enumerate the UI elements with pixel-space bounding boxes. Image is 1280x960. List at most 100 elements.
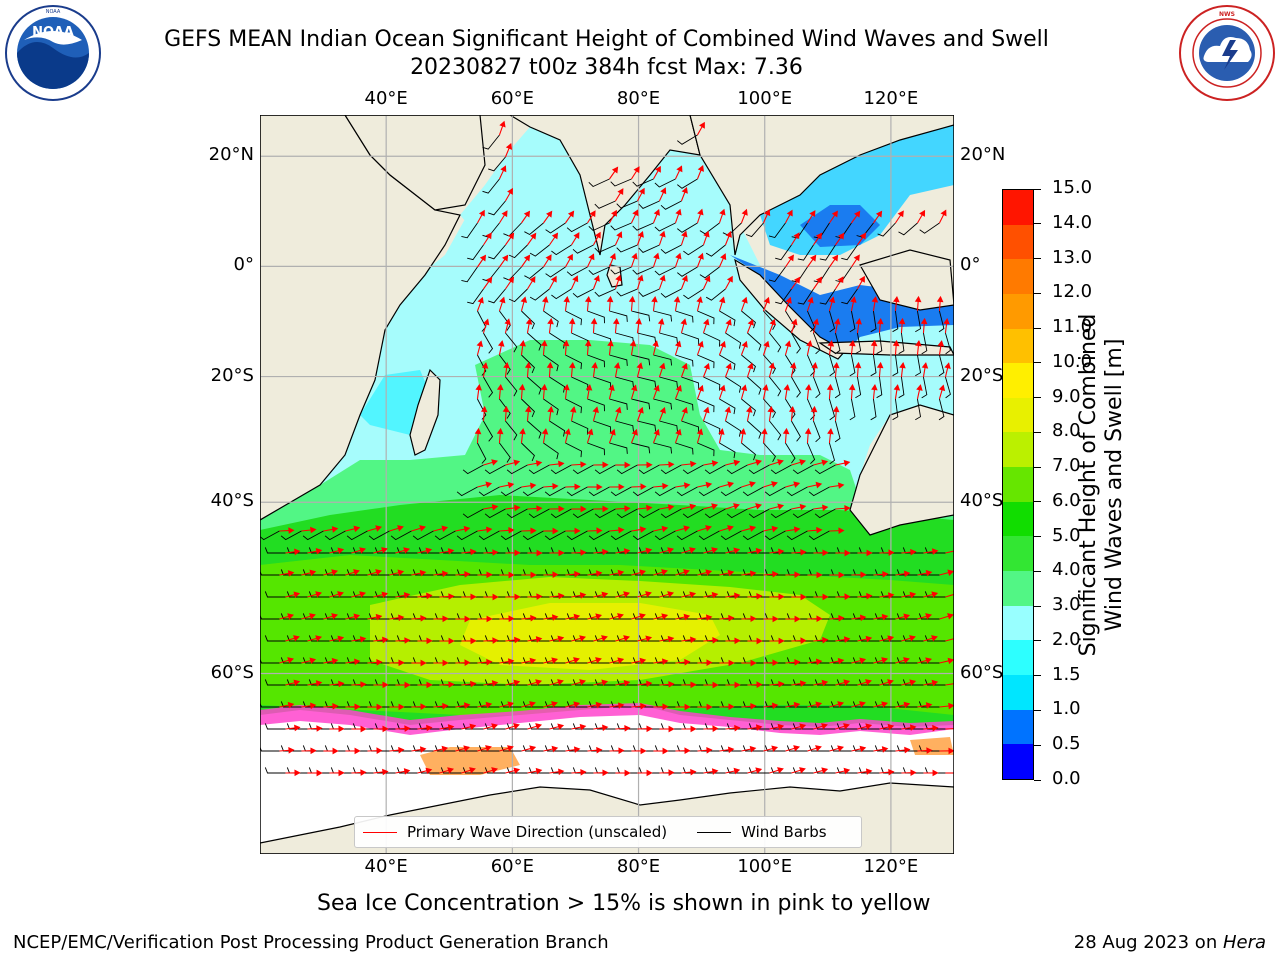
legend-wave-label: Primary Wave Direction (unscaled) bbox=[407, 823, 668, 841]
wind-barb bbox=[566, 266, 588, 277]
wave-arrow-head bbox=[832, 361, 840, 369]
wave-arrow-head bbox=[778, 548, 785, 556]
wind-barb bbox=[720, 569, 742, 576]
wave-arrow-head bbox=[573, 701, 581, 708]
wave-arrow-head bbox=[653, 428, 660, 436]
wind-barb bbox=[588, 530, 610, 541]
wave-arrow-head bbox=[629, 340, 637, 347]
wave-arrow-head bbox=[529, 745, 537, 752]
wave-arrow-head bbox=[637, 274, 644, 282]
wave-arrow-head bbox=[376, 747, 383, 754]
wind-barb bbox=[330, 635, 352, 642]
wave-arrow-head bbox=[398, 746, 405, 754]
wave-arrow-head bbox=[683, 569, 690, 576]
wind-barb bbox=[747, 332, 762, 351]
lon-tick-bottom: 60°E bbox=[490, 856, 534, 877]
wave-arrow-head bbox=[552, 527, 559, 535]
wave-arrow-head bbox=[734, 592, 741, 600]
wave-arrow-head bbox=[733, 767, 741, 775]
wave-arrow-head bbox=[838, 615, 845, 622]
wind-barb bbox=[264, 679, 286, 686]
wave-arrow-head bbox=[293, 679, 301, 687]
wind-barb bbox=[544, 701, 566, 708]
wave-arrow-head bbox=[763, 296, 770, 304]
wave-arrow-head bbox=[683, 525, 690, 532]
wind-barb bbox=[876, 332, 883, 355]
wind-barb bbox=[521, 398, 535, 418]
wave-arrow-head bbox=[712, 681, 719, 689]
wind-barb bbox=[682, 508, 704, 519]
wave-arrow-head bbox=[486, 658, 493, 666]
wave-arrow-head bbox=[502, 254, 509, 262]
wave-arrow-head bbox=[937, 340, 945, 347]
wave-arrow-head bbox=[507, 481, 515, 489]
wave-arrow-head bbox=[507, 701, 514, 708]
wind-barb bbox=[550, 723, 572, 730]
wind-barb bbox=[566, 613, 588, 620]
wind-barb bbox=[849, 398, 856, 421]
wind-barb bbox=[918, 613, 940, 620]
wave-arrow-head bbox=[645, 591, 652, 598]
wind-barb bbox=[610, 530, 632, 541]
wind-barb bbox=[499, 354, 511, 375]
wind-barb bbox=[396, 547, 418, 554]
wave-arrow-head bbox=[793, 481, 801, 488]
wind-barb bbox=[484, 464, 506, 475]
wave-arrow-head bbox=[734, 681, 741, 689]
wave-arrow-head bbox=[331, 613, 338, 620]
wind-barb bbox=[545, 222, 566, 234]
wind-barb bbox=[682, 547, 704, 554]
wave-arrow-head bbox=[646, 504, 653, 512]
wave-arrow-head bbox=[309, 569, 317, 577]
wave-arrow-head bbox=[799, 767, 806, 774]
wind-barb bbox=[508, 244, 528, 259]
wave-arrow-head bbox=[822, 593, 829, 601]
wave-arrow-head bbox=[718, 296, 726, 304]
wind-barb bbox=[524, 266, 544, 280]
wind-barb bbox=[632, 222, 654, 231]
wind-barb bbox=[543, 354, 559, 372]
wave-arrow-head bbox=[749, 525, 757, 532]
wind-barb bbox=[412, 745, 434, 752]
wave-arrow-head bbox=[375, 613, 383, 621]
wave-arrow-head bbox=[799, 680, 807, 687]
wind-barb bbox=[808, 701, 830, 708]
wave-arrow-head bbox=[909, 635, 916, 642]
colorbar-tick-label: 12.0 bbox=[1052, 281, 1093, 303]
wind-barb bbox=[588, 222, 610, 232]
wave-arrow-head bbox=[944, 362, 951, 369]
wind-barb bbox=[631, 354, 651, 366]
wave-arrow-head bbox=[617, 569, 625, 577]
wave-arrow-head bbox=[607, 339, 614, 347]
wave-arrow-head bbox=[794, 659, 801, 666]
wave-arrow-head bbox=[485, 232, 492, 240]
wave-arrow-head bbox=[887, 723, 895, 731]
wave-arrow-head bbox=[810, 405, 818, 413]
wind-barb bbox=[488, 200, 506, 216]
wave-arrow-head bbox=[618, 483, 625, 491]
wind-barb bbox=[528, 767, 550, 774]
wave-arrow-head bbox=[464, 659, 471, 666]
wave-arrow-head bbox=[442, 659, 449, 667]
wind-barb bbox=[841, 244, 858, 261]
wind-barb bbox=[814, 679, 836, 686]
wave-arrow-head bbox=[579, 635, 586, 642]
wind-barb bbox=[654, 222, 676, 232]
wind-barb bbox=[483, 376, 494, 398]
wave-arrow-head bbox=[661, 658, 669, 665]
wind-barb bbox=[264, 547, 286, 554]
wave-arrow-head bbox=[354, 747, 361, 755]
wind-barb bbox=[654, 486, 676, 497]
colorbar-segment bbox=[1003, 640, 1033, 675]
wave-arrow-head bbox=[697, 208, 704, 216]
wind-barb bbox=[609, 354, 628, 366]
svg-text:NOAA: NOAA bbox=[32, 25, 74, 40]
wind-barb bbox=[484, 767, 506, 774]
wave-arrow-head bbox=[615, 406, 622, 414]
wave-arrow-head bbox=[376, 703, 383, 711]
wind-barb bbox=[748, 508, 770, 519]
wind-barb bbox=[529, 244, 550, 257]
wave-arrow-head bbox=[316, 725, 323, 732]
wave-arrow-head bbox=[360, 681, 367, 688]
wave-arrow-head bbox=[545, 254, 552, 262]
